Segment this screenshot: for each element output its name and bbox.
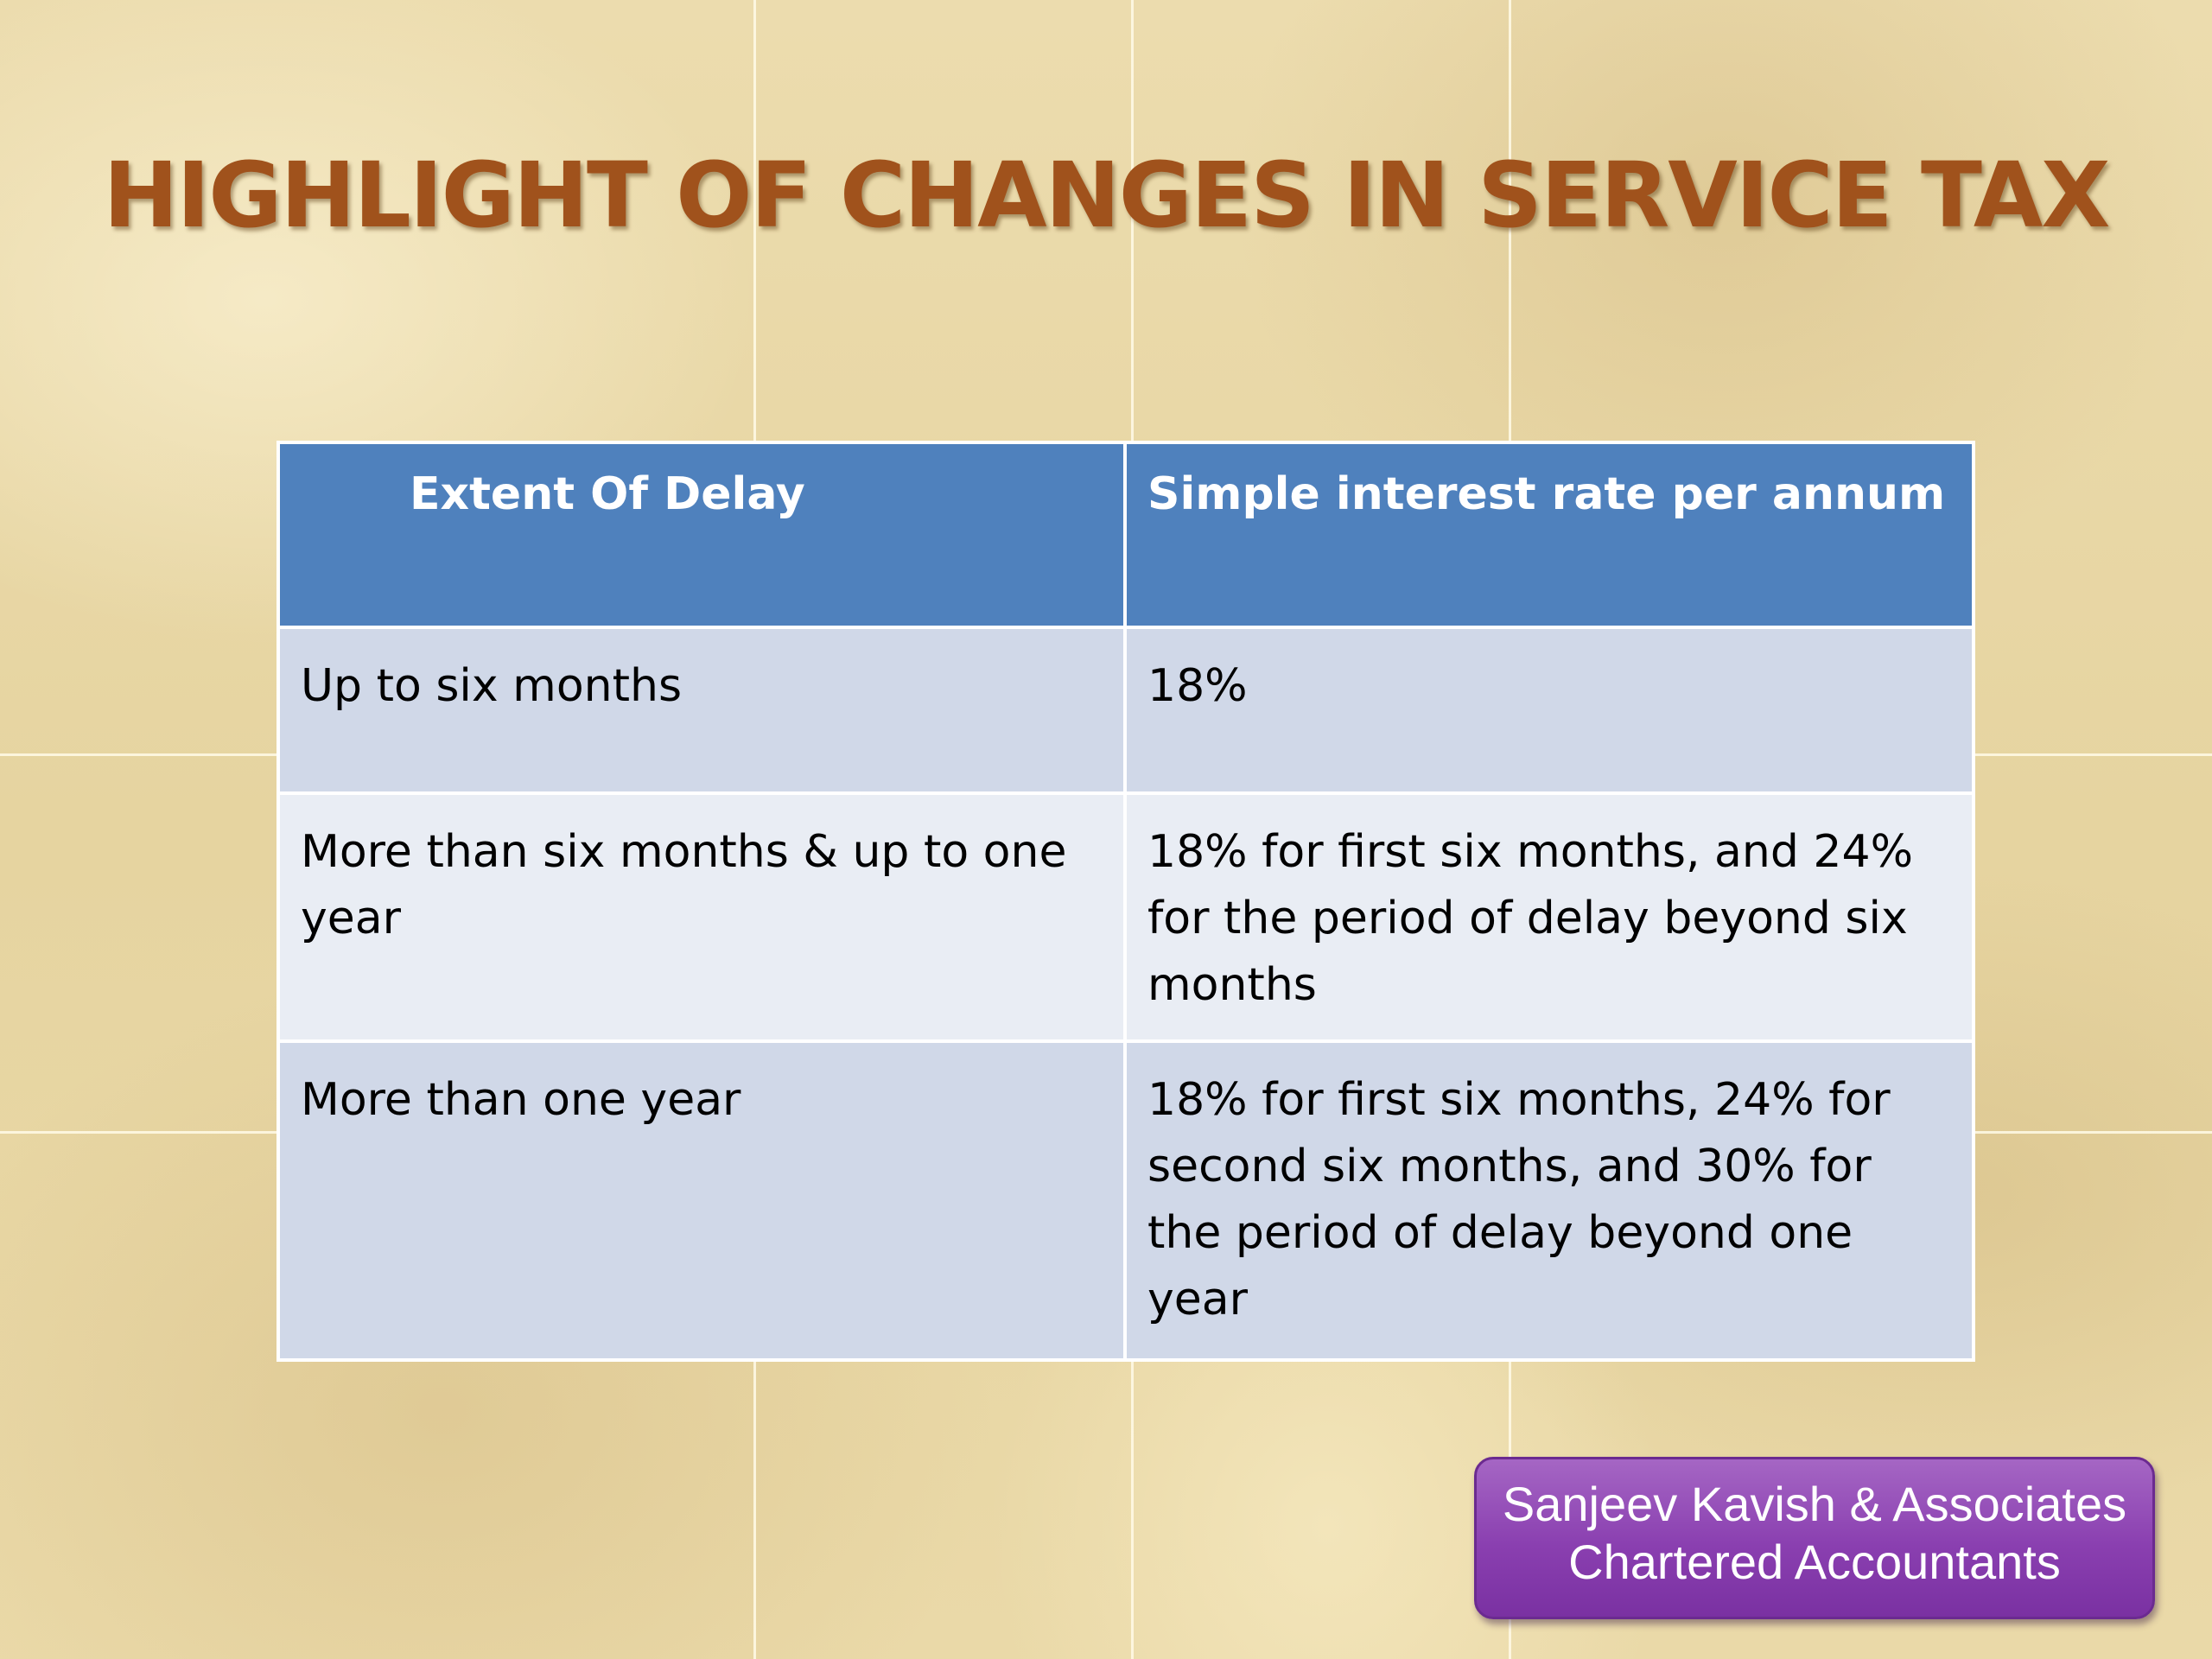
interest-rate-table: Extent Of Delay Simple interest rate per… [276, 441, 1975, 1362]
slide-title: HIGHLIGHT OF CHANGES IN SERVICE TAX [103, 143, 2111, 248]
delay-cell: More than six months & up to one year [276, 791, 1127, 1043]
header-extent-of-delay: Extent Of Delay [276, 441, 1127, 629]
table-row: Up to six months 18% [276, 626, 1975, 795]
rate-cell: 18% [1123, 626, 1975, 795]
firm-name: Sanjeev Kavish & Associates [1502, 1477, 2127, 1531]
delay-cell: More than one year [276, 1039, 1127, 1362]
table-header-row: Extent Of Delay Simple interest rate per… [276, 441, 1975, 629]
table-row: More than one year 18% for first six mon… [276, 1039, 1975, 1362]
table-row: More than six months & up to one year 18… [276, 791, 1975, 1043]
rate-cell: 18% for first six months, 24% for second… [1123, 1039, 1975, 1362]
delay-cell: Up to six months [276, 626, 1127, 795]
firm-badge: Sanjeev Kavish & Associates Chartered Ac… [1474, 1457, 2155, 1619]
firm-subtitle: Chartered Accountants [1568, 1535, 2061, 1589]
rate-cell: 18% for first six months, and 24% for th… [1123, 791, 1975, 1043]
header-interest-rate: Simple interest rate per annum [1123, 441, 1975, 629]
